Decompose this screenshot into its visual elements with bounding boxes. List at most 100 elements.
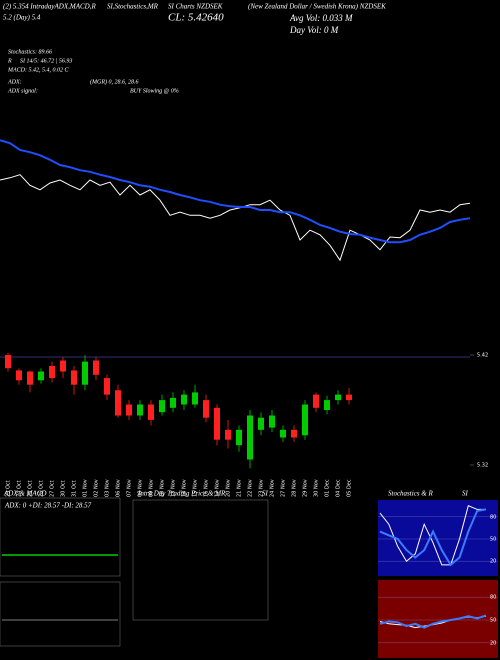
x-tick-label: 29 Nov (303, 479, 309, 497)
x-tick-label: 25 Oct (28, 480, 34, 497)
x-tick-label: 03 Nov (105, 479, 111, 497)
candle-body (27, 371, 33, 385)
candle-body (126, 404, 132, 416)
indicator: R (7, 58, 12, 64)
macd-panel (0, 581, 121, 647)
x-tick-label: 27 Oct (50, 480, 56, 497)
candle-body (302, 404, 308, 436)
series-line (0, 139, 471, 244)
candle-body (159, 400, 165, 413)
x-tick-label: 17 Nov (215, 479, 221, 497)
candle-body (247, 415, 253, 460)
indicator: ADX signal: (7, 88, 38, 94)
y-tick-label: 20 (490, 640, 496, 646)
indicator: BUY Slowing @ 0% (130, 88, 179, 94)
candle-body (346, 394, 352, 401)
day-volume: Day Vol: 0 M (289, 25, 339, 35)
series-line (379, 505, 486, 566)
candle-body (104, 378, 110, 395)
x-tick-label: 26 Oct (39, 480, 45, 497)
y-tick-label: 5.42 (477, 353, 488, 359)
x-tick-label: 27 Nov (281, 479, 287, 497)
x-tick-label: 20 Nov (226, 479, 232, 497)
series-line (379, 614, 487, 629)
indicator: SI 14/5: 46.72 | 56.93 (20, 57, 72, 64)
panel-title: SI (462, 490, 469, 498)
x-tick-label: 23 Nov (259, 479, 265, 497)
candle-body (5, 355, 11, 369)
candle-body (225, 429, 231, 440)
y-tick-label: 80 (490, 595, 496, 601)
x-tick-label: 15 Nov (193, 479, 199, 497)
y-tick-label: 50 (490, 618, 496, 624)
x-tick-label: 30 Nov (314, 479, 320, 497)
candle-body (82, 361, 88, 385)
candle-body (291, 429, 297, 438)
x-tick-label: 07 Nov (127, 479, 133, 497)
x-tick-label: 14 Nov (182, 479, 188, 497)
panel-title: ADX & MACD (3, 490, 46, 498)
candle-body (192, 392, 198, 405)
panel-background (378, 580, 498, 658)
header-title: SI Charts NZDSEK (168, 3, 223, 11)
candle-body (269, 415, 275, 428)
candle-body (71, 370, 77, 385)
candle-body (49, 366, 55, 379)
candle-body (16, 370, 22, 381)
candle-body (93, 360, 99, 375)
candle-body (38, 371, 44, 381)
candle-body (335, 394, 341, 401)
y-tick-label: 5.32 (477, 463, 488, 469)
intraday-panel (132, 499, 269, 621)
x-tick-label: 08 Nov (138, 479, 144, 497)
x-tick-label: 02 Nov (94, 479, 100, 497)
close-price: CL: 5.42640 (168, 12, 224, 24)
day-range: 5.2 (Day) 5.4 (3, 14, 41, 22)
candle-body (203, 400, 209, 418)
header-title: SI,Stochastics,MR (107, 3, 159, 11)
indicator: ADX: (7, 79, 22, 85)
x-tick-label: 24 Oct (17, 480, 23, 497)
candle-body (280, 429, 286, 438)
y-tick-label: 50 (490, 537, 496, 543)
panel-title: Stochastics & R (388, 490, 433, 498)
x-tick-label: 23 Oct (6, 480, 12, 497)
x-tick-label: 01 Dec (325, 479, 331, 497)
series-line (0, 174, 471, 262)
candle-body (137, 404, 143, 416)
header-title: (2) 5.354 IntradayADX,MACD,R (3, 3, 96, 11)
x-tick-label: 28 Nov (292, 479, 298, 497)
candle-body (313, 394, 319, 408)
x-tick-label: 04 Dec (336, 479, 342, 497)
candle-body (115, 390, 121, 416)
x-tick-label: 30 Oct (61, 480, 67, 497)
adx-text: ADX: 0 +DI: 28.57 -DI: 28.57 (4, 502, 92, 510)
indicator: Stochastics: 89.66 (8, 49, 52, 55)
x-tick-label: 24 Nov (270, 479, 276, 497)
avg-volume: Avg Vol: 0.033 M (289, 13, 353, 23)
x-tick-label: 31 Oct (72, 480, 78, 497)
candle-body (324, 400, 330, 410)
candle-body (236, 429, 242, 446)
x-tick-label: 06 Nov (116, 479, 122, 497)
y-tick-label: 20 (490, 559, 496, 565)
candle-body (148, 404, 154, 420)
candle-body (60, 360, 66, 372)
series-line (379, 508, 487, 567)
indicator: MACD: 5.42, 5.4, 0.02 C (7, 66, 69, 73)
x-tick-label: 21 Nov (237, 479, 243, 497)
y-tick-label: 80 (490, 514, 496, 520)
x-tick-label: 22 Nov (248, 479, 254, 497)
candle-body (258, 417, 264, 430)
x-tick-label: 13 Nov (171, 479, 177, 497)
header-title: (New Zealand Dollar / Swedish Krona) NZD… (248, 3, 386, 11)
x-tick-label: 16 Nov (204, 479, 210, 497)
adx-panel (0, 497, 121, 577)
x-tick-label: 05 Dec (347, 479, 353, 497)
panel-background (378, 500, 498, 576)
panel-title: SI (262, 490, 269, 498)
candle-body (170, 397, 176, 408)
